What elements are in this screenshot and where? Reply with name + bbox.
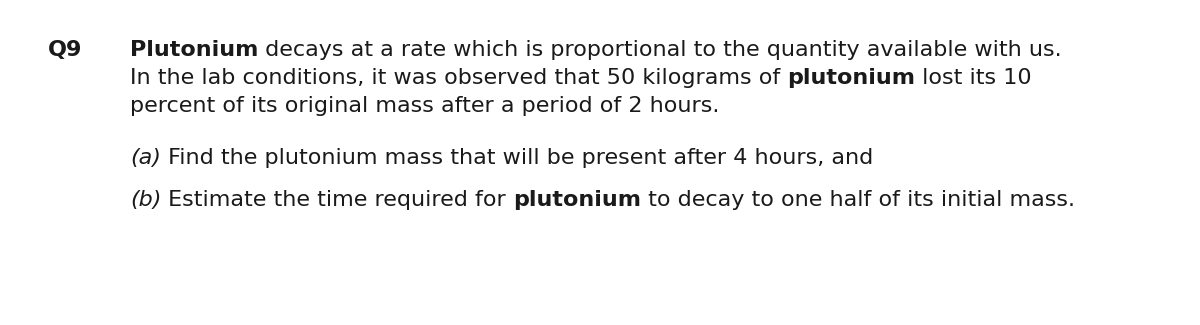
Text: percent of its original mass after a period of 2 hours.: percent of its original mass after a per…	[130, 96, 719, 116]
Text: to decay to one half of its initial mass.: to decay to one half of its initial mass…	[641, 190, 1075, 210]
Text: decays at a rate which is proportional to the quantity available with us.: decays at a rate which is proportional t…	[258, 40, 1062, 60]
Text: (a): (a)	[130, 148, 161, 168]
Text: (b): (b)	[130, 190, 161, 210]
Text: In the lab conditions, it was observed that 50 kilograms of: In the lab conditions, it was observed t…	[130, 68, 787, 88]
Text: Plutonium: Plutonium	[130, 40, 258, 60]
Text: Find the plutonium mass that will be present after 4 hours, and: Find the plutonium mass that will be pre…	[161, 148, 874, 168]
Text: lost its 10: lost its 10	[916, 68, 1032, 88]
Text: plutonium: plutonium	[787, 68, 916, 88]
Text: Q9: Q9	[48, 40, 83, 60]
Text: Estimate the time required for: Estimate the time required for	[161, 190, 514, 210]
Text: plutonium: plutonium	[514, 190, 641, 210]
